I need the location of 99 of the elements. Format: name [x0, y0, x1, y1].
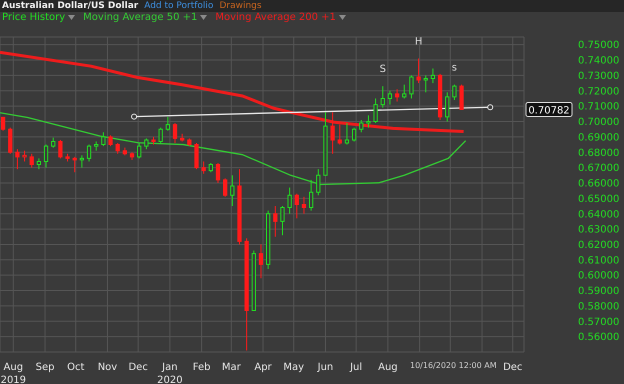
x-tick-label: May — [283, 362, 304, 373]
y-tick-label: 0.59000 — [578, 286, 620, 298]
y-tick-label: 0.72000 — [578, 86, 620, 98]
y-tick-label: 0.57000 — [578, 316, 620, 328]
candlestick — [366, 114, 371, 128]
y-tick-label: 0.70000 — [578, 117, 620, 128]
text: 10/16/2020 12:00 AM — [410, 361, 497, 370]
candlestick — [158, 127, 163, 144]
candlestick — [194, 142, 199, 170]
x-tick-label: Nov — [98, 362, 118, 373]
text: Moving Average 200 +1 — [215, 12, 337, 23]
candlestick — [36, 158, 42, 170]
candlestick — [308, 179, 314, 212]
text: Moving Average 50 +1 — [83, 12, 198, 23]
candlestick — [172, 122, 178, 144]
text: Price History — [2, 12, 66, 23]
candlestick — [44, 144, 48, 168]
y-tick-label: 0.60000 — [578, 270, 620, 282]
y-tick-label: 0.71000 — [578, 102, 620, 113]
candlestick — [86, 144, 92, 162]
x-tick-label: Dec — [503, 362, 522, 373]
y-tick-label: 0.56000 — [578, 332, 620, 344]
candlestick — [402, 84, 406, 99]
candlestick — [137, 142, 142, 159]
candlestick — [58, 139, 63, 159]
candlestick — [216, 162, 220, 184]
candlestick — [223, 178, 228, 198]
x-tick-label: Feb — [192, 362, 210, 373]
x-tick-label: Aug — [378, 362, 398, 373]
y-tick-label: 0.61000 — [578, 255, 620, 266]
x-tick-label: Apr — [254, 362, 273, 373]
text: Drawings — [219, 1, 262, 11]
candlestick — [394, 88, 400, 102]
candlestick — [380, 86, 385, 108]
y-tick-label: 0.69000 — [578, 132, 620, 144]
candlestick — [352, 127, 356, 142]
y-tick-label: 0.68000 — [578, 148, 620, 159]
y-tick-label: 0.66000 — [578, 178, 620, 190]
candlestick — [338, 124, 342, 146]
candlestick — [94, 140, 98, 152]
y-tick-label: 0.62000 — [578, 240, 620, 251]
candlestick — [294, 193, 299, 219]
candlestick — [80, 154, 84, 168]
y-tick-label: 0.58000 — [578, 301, 620, 312]
chart-title: Australian Dollar/US Dollar — [2, 1, 138, 11]
candlestick — [424, 74, 428, 93]
y-tick-label: 0.67000 — [578, 163, 620, 174]
candlestick — [416, 58, 421, 84]
line-series — [0, 50, 466, 133]
candlestick — [166, 116, 170, 132]
candlestick — [302, 196, 306, 214]
y-tick-label: 0.73000 — [578, 70, 620, 82]
candlestick — [116, 142, 120, 154]
x-tick-label: Jun — [316, 362, 334, 373]
candlestick — [273, 206, 278, 238]
x-tick-label: Jul — [349, 362, 362, 373]
candlestick — [452, 84, 457, 100]
candlestick — [144, 138, 148, 150]
candlestick — [359, 119, 364, 133]
x-tick-label: Sep — [36, 362, 54, 373]
candlestick — [72, 156, 77, 173]
x-tick-label: Oct — [67, 362, 84, 373]
x-tick-label: Jan 2020 — [157, 362, 183, 384]
x-tick-label: Aug 2019 — [0, 362, 26, 384]
candlestick — [202, 160, 206, 174]
candlestick — [388, 90, 392, 106]
candlestick — [15, 148, 20, 170]
candlestick — [430, 68, 436, 84]
text: 0.70782 — [528, 105, 570, 116]
candlestick — [330, 112, 335, 154]
candlestick — [445, 92, 450, 122]
y-tick-label: 0.64000 — [578, 209, 620, 220]
annotation: s — [452, 62, 458, 74]
y-tick-label: 0.63000 — [578, 224, 620, 236]
text: Add to Portfolio — [144, 1, 214, 11]
candlestick — [258, 244, 264, 279]
candlestick — [280, 206, 285, 236]
x-tick-label: Dec — [128, 362, 148, 373]
candlestick — [459, 84, 464, 110]
candlestick — [208, 162, 213, 173]
candlestick — [316, 168, 320, 196]
candlestick — [409, 74, 414, 99]
candlestick — [8, 127, 12, 154]
candlestick — [0, 116, 6, 132]
x-tick-label: Mar — [222, 362, 242, 373]
candlestick — [344, 122, 350, 146]
candlestick — [30, 153, 34, 168]
y-tick-label: 0.75000 — [578, 40, 620, 52]
candlestick — [51, 137, 56, 148]
candlestick — [108, 134, 113, 147]
candlestick — [373, 98, 378, 124]
y-tick-label: 0.65000 — [578, 194, 620, 205]
y-tick-label: 0.74000 — [578, 56, 620, 67]
annotation: S — [380, 64, 386, 76]
candlestick — [22, 150, 27, 162]
annotation: H — [414, 36, 422, 48]
candlestick — [230, 174, 234, 207]
candlestick — [101, 132, 106, 147]
candlestick — [287, 187, 292, 214]
